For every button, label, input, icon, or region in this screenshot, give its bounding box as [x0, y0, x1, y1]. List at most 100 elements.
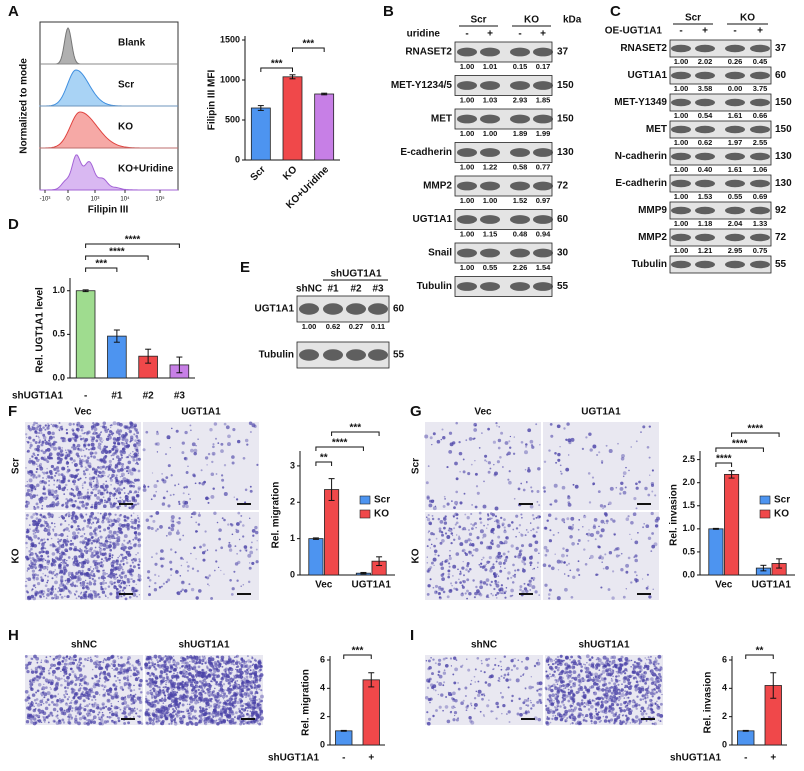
cell	[137, 660, 140, 662]
cell	[230, 697, 234, 701]
cell	[100, 575, 105, 580]
cell	[166, 490, 169, 493]
band	[299, 349, 319, 361]
cell	[512, 452, 516, 455]
cell	[156, 430, 159, 433]
cell	[570, 527, 574, 531]
cell	[131, 561, 134, 564]
cell	[61, 588, 65, 592]
cell	[532, 576, 536, 580]
cell	[91, 428, 94, 431]
blot-kda: 60	[557, 214, 569, 225]
cell	[248, 566, 252, 570]
cell	[73, 592, 76, 595]
cell	[195, 445, 197, 447]
cell	[494, 582, 498, 585]
cell	[170, 527, 175, 532]
cell	[97, 562, 101, 566]
band	[480, 181, 500, 191]
cell	[199, 655, 201, 658]
cell	[113, 502, 116, 506]
cell	[236, 688, 238, 690]
cell	[61, 668, 65, 672]
cell	[56, 479, 59, 481]
cell	[114, 513, 117, 516]
cell	[462, 458, 465, 461]
cell	[490, 541, 493, 544]
cell	[44, 706, 49, 711]
cell	[48, 570, 53, 574]
blot-kda: 55	[557, 281, 569, 292]
cell	[202, 683, 207, 688]
cell	[25, 541, 28, 545]
cell	[128, 539, 131, 542]
cell	[530, 555, 533, 558]
cell	[462, 470, 466, 474]
cell	[116, 596, 118, 598]
cell	[455, 421, 458, 425]
cell	[508, 480, 512, 485]
band	[510, 47, 530, 57]
cell	[95, 522, 98, 524]
cell	[93, 549, 97, 553]
cell	[71, 503, 76, 508]
cell	[455, 490, 459, 494]
cell	[52, 494, 57, 499]
cell	[40, 576, 43, 579]
cell	[427, 465, 430, 467]
cell	[648, 425, 651, 428]
cell	[168, 697, 172, 701]
flow-xlabel: Filipin III	[88, 205, 129, 216]
cell	[249, 665, 251, 667]
cell	[39, 595, 42, 599]
micrograph	[143, 511, 259, 600]
cell	[58, 534, 61, 536]
cell	[126, 477, 128, 480]
cell	[538, 515, 542, 519]
cell	[82, 583, 86, 587]
cell	[180, 580, 185, 585]
cell	[181, 451, 185, 455]
cell	[51, 493, 55, 496]
cell	[232, 428, 236, 432]
cell	[107, 707, 112, 711]
quant-label: 2.95	[728, 246, 743, 255]
cell	[30, 594, 35, 599]
cell	[73, 654, 77, 659]
cell	[448, 527, 451, 530]
cell	[81, 432, 84, 435]
cell	[159, 557, 163, 561]
cell	[157, 655, 162, 659]
cell	[153, 695, 158, 699]
cell	[254, 525, 258, 530]
cell	[429, 522, 433, 526]
cell	[32, 452, 35, 456]
cell	[201, 707, 205, 710]
cell	[109, 711, 111, 714]
cell	[582, 525, 584, 528]
blot-row-label: MMP2	[423, 181, 452, 192]
cell	[546, 519, 549, 522]
cell	[245, 549, 248, 552]
cell	[115, 445, 118, 448]
cell	[154, 442, 158, 446]
cell	[40, 691, 44, 696]
cell	[496, 460, 500, 464]
quant-label: 2.55	[753, 138, 768, 147]
cell	[148, 666, 151, 670]
cell	[34, 670, 38, 674]
band	[725, 179, 745, 188]
cell	[137, 573, 140, 576]
cell	[77, 531, 80, 535]
cell	[146, 667, 149, 670]
cell	[72, 562, 77, 567]
cell	[72, 423, 75, 426]
cell	[53, 563, 56, 567]
cell	[117, 460, 119, 462]
cell	[506, 577, 510, 580]
cell	[248, 421, 253, 426]
cell	[497, 575, 500, 577]
cell	[108, 679, 110, 681]
cell	[170, 523, 175, 528]
cell	[182, 534, 185, 537]
